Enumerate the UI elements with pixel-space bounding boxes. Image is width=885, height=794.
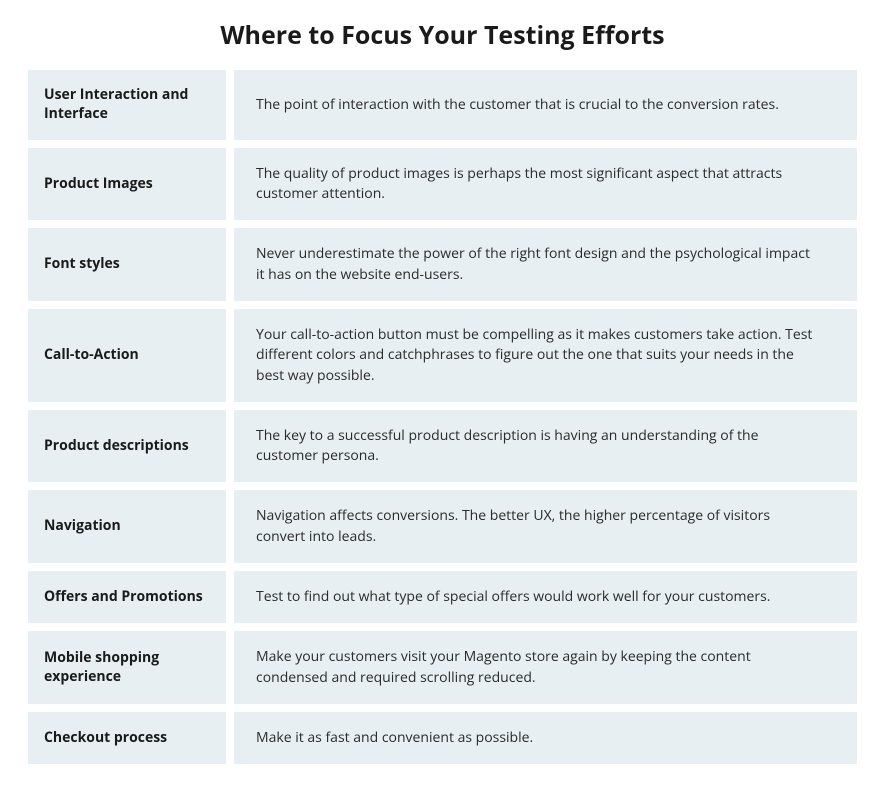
table-row: Mobile shopping experience Make your cus… <box>28 631 857 704</box>
row-label-cell: Product descriptions <box>28 410 226 483</box>
row-description: Make it as fast and convenient as possib… <box>256 728 533 748</box>
table-row: User Interaction and Interface The point… <box>28 70 857 140</box>
row-label-cell: Call-to-Action <box>28 309 226 402</box>
table-row: Offers and Promotions Test to find out w… <box>28 571 857 623</box>
row-label-cell: Navigation <box>28 490 226 563</box>
row-label: Call-to-Action <box>44 346 139 365</box>
row-desc-cell: The quality of product images is perhaps… <box>234 148 857 221</box>
row-desc-cell: Navigation affects conversions. The bett… <box>234 490 857 563</box>
row-label: Checkout process <box>44 729 167 748</box>
row-description: Your call-to-action button must be compe… <box>256 325 821 386</box>
page-title: Where to Focus Your Testing Efforts <box>28 18 857 52</box>
row-desc-cell: Never underestimate the power of the rig… <box>234 228 857 301</box>
row-description: The point of interaction with the custom… <box>256 95 779 115</box>
row-desc-cell: Make it as fast and convenient as possib… <box>234 712 857 764</box>
row-label: User Interaction and Interface <box>44 86 212 124</box>
table-row: Checkout process Make it as fast and con… <box>28 712 857 764</box>
table-row: Navigation Navigation affects conversion… <box>28 490 857 563</box>
row-description: Never underestimate the power of the rig… <box>256 244 821 285</box>
row-label-cell: Font styles <box>28 228 226 301</box>
row-label: Navigation <box>44 517 121 536</box>
row-description: Make your customers visit your Magento s… <box>256 647 821 688</box>
row-desc-cell: The key to a successful product descript… <box>234 410 857 483</box>
row-label: Mobile shopping experience <box>44 649 212 687</box>
row-label: Product Images <box>44 175 153 194</box>
row-desc-cell: Your call-to-action button must be compe… <box>234 309 857 402</box>
row-description: Navigation affects conversions. The bett… <box>256 506 821 547</box>
row-label: Offers and Promotions <box>44 588 203 607</box>
row-label-cell: Mobile shopping experience <box>28 631 226 704</box>
table-row: Call-to-Action Your call-to-action butto… <box>28 309 857 402</box>
row-label-cell: Product Images <box>28 148 226 221</box>
row-desc-cell: Make your customers visit your Magento s… <box>234 631 857 704</box>
row-label-cell: Offers and Promotions <box>28 571 226 623</box>
row-label-cell: Checkout process <box>28 712 226 764</box>
row-description: The quality of product images is perhaps… <box>256 164 821 205</box>
table-row: Font styles Never underestimate the powe… <box>28 228 857 301</box>
row-desc-cell: Test to find out what type of special of… <box>234 571 857 623</box>
row-label: Product descriptions <box>44 437 189 456</box>
row-description: The key to a successful product descript… <box>256 426 821 467</box>
row-description: Test to find out what type of special of… <box>256 587 770 607</box>
table-row: Product descriptions The key to a succes… <box>28 410 857 483</box>
row-label: Font styles <box>44 255 120 274</box>
row-label-cell: User Interaction and Interface <box>28 70 226 140</box>
focus-table: User Interaction and Interface The point… <box>28 70 857 764</box>
row-desc-cell: The point of interaction with the custom… <box>234 70 857 140</box>
table-row: Product Images The quality of product im… <box>28 148 857 221</box>
